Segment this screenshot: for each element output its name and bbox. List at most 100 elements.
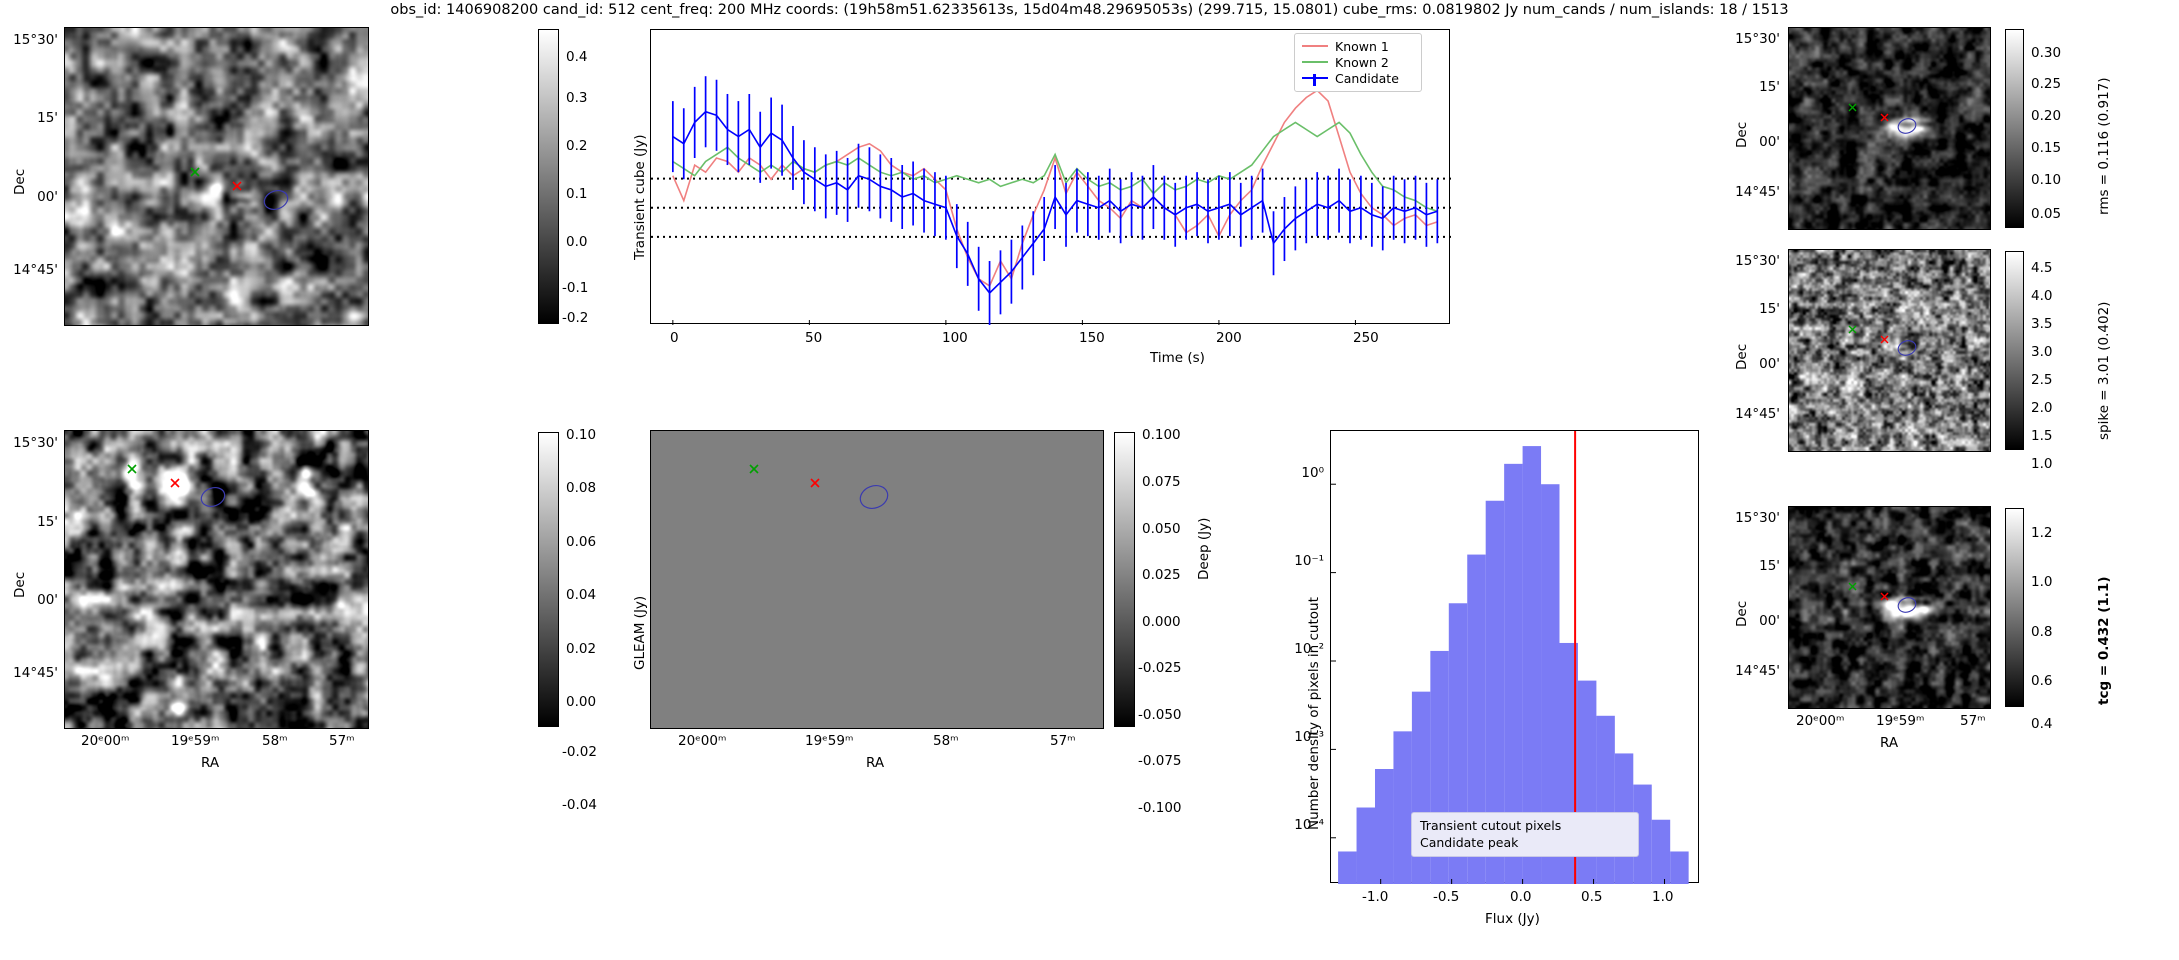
- deep-cb-tick-2: 0.050: [1142, 521, 1181, 537]
- tcg-xtick-0: 20ᵉ00ᵐ: [1796, 713, 1845, 729]
- hist-xtick-1: -0.5: [1433, 889, 1460, 905]
- cube-ylabel: Dec: [12, 168, 28, 195]
- deep-colorbar-label: Deep (Jy): [1196, 517, 1212, 580]
- tcg-xtick-2: 57ᵐ: [1960, 713, 1986, 729]
- gleam-colorbar-label: GLEAM (Jy): [632, 595, 648, 670]
- hist-xtick-3: 0.5: [1581, 889, 1603, 905]
- cube-ytick-0: 15°30': [13, 32, 58, 48]
- gleam-cb-tick-2: 0.06: [566, 534, 597, 550]
- gleam-ytick-0: 15°30': [13, 435, 58, 451]
- gleam-colorbar: [538, 432, 559, 727]
- deep-cb-tick-3: 0.025: [1142, 567, 1181, 583]
- lc-xtick-4: 200: [1216, 330, 1242, 346]
- gleam-cb-tick-7: -0.04: [562, 797, 597, 813]
- deep-colorbar: [1114, 432, 1135, 727]
- cube-cb-tick-4: 0.0: [566, 234, 588, 250]
- legend-label-peak: Candidate peak: [1420, 835, 1519, 850]
- deep-cb-tick-6: -0.050: [1138, 707, 1182, 723]
- spike-image[interactable]: [1788, 249, 1991, 452]
- spike-colorbar: [2005, 251, 2024, 450]
- cube-ytick-3: 14°45': [13, 262, 58, 278]
- candidate-ellipse: [859, 485, 889, 509]
- rms-colorbar: [2005, 29, 2024, 228]
- legend-label-candidate: Candidate: [1335, 70, 1399, 86]
- spike-ytick-1: 15': [1759, 301, 1780, 317]
- page-title: obs_id: 1406908200 cand_id: 512 cent_fre…: [390, 2, 1789, 18]
- hist-ytick-1: 10⁻¹: [1294, 553, 1324, 569]
- gleam-ytick-2: 00': [37, 592, 58, 608]
- tcg-ylabel: Dec: [1734, 600, 1750, 627]
- gleam-cb-tick-0: 0.10: [566, 427, 597, 443]
- hist-ytick-2: 10⁻²: [1294, 641, 1324, 657]
- known2-swatch: [1302, 61, 1328, 63]
- tcg-ytick-1: 15': [1759, 558, 1780, 574]
- spike-cb-tick-4: 2.5: [2031, 372, 2053, 388]
- transient-cube-image[interactable]: [64, 27, 369, 326]
- gleam-ytick-1: 15': [37, 514, 58, 530]
- deep-xlabel: RA: [866, 755, 885, 771]
- tcg-xtick-1: 19ᵉ59ᵐ: [1876, 713, 1925, 729]
- lc-xtick-2: 100: [942, 330, 968, 346]
- spike-ytick-2: 00': [1759, 356, 1780, 372]
- deep-image[interactable]: [650, 430, 1104, 729]
- legend-label-known1: Known 1: [1335, 38, 1389, 54]
- cube-ytick-1: 15': [37, 110, 58, 126]
- rms-ytick-3: 14°45': [1735, 184, 1780, 200]
- cube-cb-tick-2: 0.2: [566, 138, 588, 154]
- gleam-xtick-2: 58ᵐ: [262, 733, 288, 749]
- rms-ylabel: Dec: [1734, 121, 1750, 148]
- known1-marker: [810, 478, 820, 488]
- gleam-xlabel: RA: [201, 755, 220, 771]
- rms-image[interactable]: [1788, 27, 1991, 230]
- rms-cb-tick-4: 0.10: [2031, 172, 2062, 188]
- tcg-ytick-2: 00': [1759, 613, 1780, 629]
- spike-cb-tick-3: 3.0: [2031, 344, 2053, 360]
- gleam-xtick-3: 57ᵐ: [329, 733, 355, 749]
- legend-label-known2: Known 2: [1335, 54, 1389, 70]
- tcg-cb-tick-0: 1.2: [2031, 525, 2053, 541]
- deep-cb-tick-7: -0.075: [1138, 753, 1182, 769]
- cube-colorbar: [538, 29, 559, 324]
- gleam-cb-tick-3: 0.04: [566, 587, 597, 603]
- tcg-ytick-3: 14°45': [1735, 663, 1780, 679]
- deep-panel: 20ᵉ00ᵐ 19ᵉ59ᵐ 58ᵐ 57ᵐ RA 0.100 0.075 0.0…: [650, 427, 1270, 960]
- known2-marker: [749, 464, 759, 474]
- legend-row-cutout: Transient cutout pixels: [1420, 817, 1630, 834]
- tcg-colorbar: [2005, 508, 2024, 707]
- deep-xtick-3: 57ᵐ: [1050, 733, 1076, 749]
- histogram-axes[interactable]: [1330, 430, 1699, 884]
- candidate-swatch: [1302, 74, 1328, 86]
- legend-row-peak: Candidate peak: [1420, 834, 1630, 851]
- transient-cube-panel: 15°30' 15' 00' 14°45' Dec 0.4 0.3 0.2 0.…: [0, 0, 588, 430]
- hist-xlabel: Flux (Jy): [1485, 911, 1540, 927]
- lc-xtick-0: 0: [670, 330, 679, 346]
- lc-xtick-5: 250: [1353, 330, 1379, 346]
- gleam-image[interactable]: [64, 430, 369, 729]
- tcg-image[interactable]: [1788, 506, 1991, 709]
- deep-xtick-1: 19ᵉ59ᵐ: [805, 733, 854, 749]
- deep-cb-tick-1: 0.075: [1142, 474, 1181, 490]
- spike-cb-tick-5: 2.0: [2031, 400, 2053, 416]
- cube-cb-tick-3: 0.1: [566, 186, 588, 202]
- legend-row-candidate: Candidate: [1302, 70, 1414, 86]
- cube-cb-tick-1: 0.3: [566, 90, 588, 106]
- cube-ytick-2: 00': [37, 189, 58, 205]
- gleam-ytick-3: 14°45': [13, 665, 58, 681]
- gleam-cb-tick-5: 0.00: [566, 694, 597, 710]
- spike-ytick-3: 14°45': [1735, 406, 1780, 422]
- spike-cb-tick-0: 4.5: [2031, 260, 2053, 276]
- cube-cb-tick-0: 0.4: [566, 49, 588, 65]
- tcg-cb-tick-3: 0.6: [2031, 673, 2053, 689]
- gleam-xtick-0: 20ᵉ00ᵐ: [81, 733, 130, 749]
- rms-cb-tick-5: 0.05: [2031, 206, 2062, 222]
- deep-cb-tick-5: -0.025: [1138, 660, 1182, 676]
- rms-colorbar-label: rms = 0.116 (0.917): [2096, 77, 2112, 215]
- cube-colorbar-label: Transient cube (Jy): [632, 134, 648, 260]
- tcg-cb-tick-2: 0.8: [2031, 624, 2053, 640]
- spike-cb-tick-7: 1.0: [2031, 456, 2053, 472]
- lightcurve-legend: Known 1 Known 2 Candidate: [1294, 33, 1422, 92]
- hist-ylabel: Number density of pixels in cutout: [1306, 597, 1322, 830]
- gleam-ylabel: Dec: [12, 571, 28, 598]
- spike-cb-tick-1: 4.0: [2031, 288, 2053, 304]
- rms-cb-tick-1: 0.25: [2031, 76, 2062, 92]
